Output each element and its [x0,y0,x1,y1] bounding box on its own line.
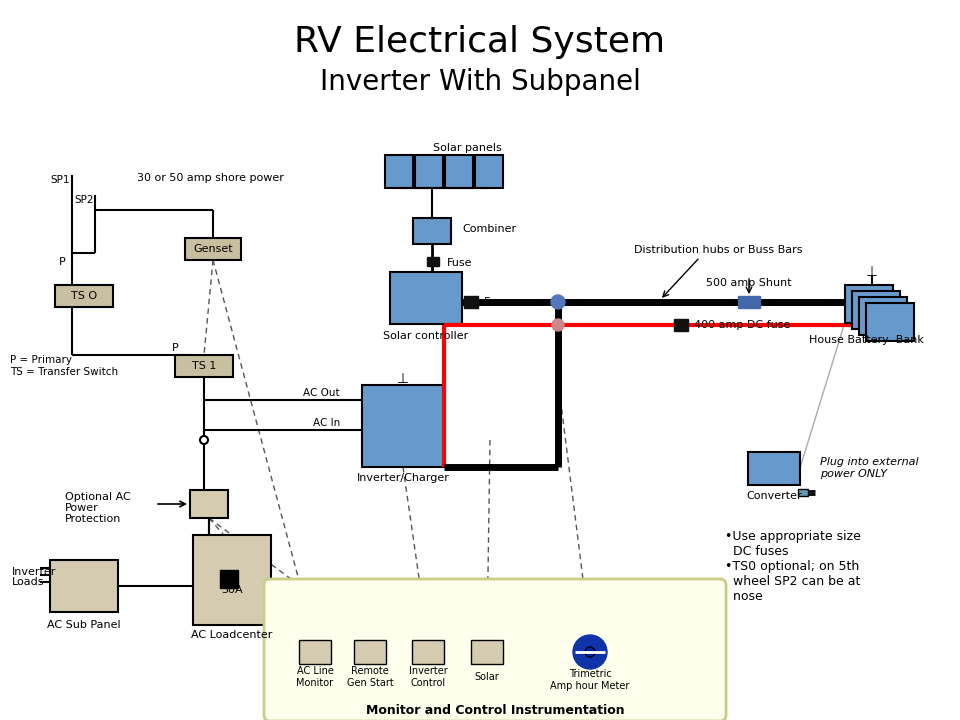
Bar [859,297,907,335]
Text: P: P [59,257,65,267]
Text: power ONLY: power ONLY [820,469,887,479]
Text: TS O: TS O [71,291,97,301]
Bar [362,385,444,467]
Text: SP1: SP1 [50,175,70,185]
Bar [475,155,503,188]
Circle shape [551,295,565,309]
Bar [390,272,462,324]
Text: TS = Transfer Switch: TS = Transfer Switch [10,367,118,377]
Text: 30A: 30A [221,585,243,595]
Bar [354,640,386,664]
Text: AC In: AC In [313,418,340,428]
Bar [427,257,439,266]
Text: ⊥: ⊥ [866,265,878,279]
Circle shape [552,319,564,331]
Bar [185,238,241,260]
Text: Inverter With Subpanel: Inverter With Subpanel [320,68,640,96]
Text: Optional AC: Optional AC [65,492,131,502]
Bar [50,560,118,612]
Text: Inverter
Control: Inverter Control [409,666,447,688]
Text: Inverter: Inverter [12,567,57,577]
Text: TS 1: TS 1 [192,361,216,371]
Text: Protection: Protection [65,514,121,524]
Text: Trimetric
Amp hour Meter: Trimetric Amp hour Meter [550,669,630,690]
Circle shape [585,647,595,657]
Bar [464,296,478,308]
Bar [866,303,914,341]
Text: AC Loadcenter: AC Loadcenter [191,630,273,640]
Text: Converter: Converter [746,491,802,501]
Bar [193,535,271,625]
Text: 500 amp Shunt: 500 amp Shunt [707,278,792,288]
Bar [445,155,473,188]
Bar [674,319,688,331]
Text: Fuse: Fuse [484,297,510,307]
Text: Remote
Gen Start: Remote Gen Start [347,666,394,688]
Text: AC Out: AC Out [303,388,340,398]
Bar [471,640,503,664]
Text: Power: Power [65,503,99,513]
Bar [738,296,760,308]
Text: Inverter/Charger: Inverter/Charger [356,473,449,483]
Bar [220,570,238,588]
Text: 400 amp DC fuse: 400 amp DC fuse [694,320,790,330]
Bar [845,285,893,323]
Bar [798,489,808,496]
Bar [412,640,444,664]
Text: Distribution hubs or Buss Bars: Distribution hubs or Buss Bars [634,245,803,255]
FancyBboxPatch shape [264,579,726,720]
Text: AC Line
Monitor: AC Line Monitor [297,666,333,688]
Text: Combiner: Combiner [462,224,516,234]
Bar [385,155,413,188]
Text: P: P [172,343,179,353]
Text: Solar: Solar [474,672,499,682]
Bar [55,285,113,307]
Text: Fuse: Fuse [447,258,472,268]
Text: P = Primary: P = Primary [10,355,72,365]
Text: Solar panels: Solar panels [433,143,501,153]
Text: Solar controller: Solar controller [383,331,468,341]
Text: Plug into external: Plug into external [820,457,919,467]
Text: ⊥: ⊥ [396,372,409,386]
Text: Monitor and Control Instrumentation: Monitor and Control Instrumentation [366,703,624,716]
Bar [748,452,800,485]
Text: SP2: SP2 [74,195,94,205]
Circle shape [573,635,607,669]
Text: House Battery  Bank: House Battery Bank [808,335,924,345]
Text: RV Electrical System: RV Electrical System [295,25,665,59]
Bar [190,490,228,518]
Circle shape [200,436,208,444]
Text: Genset: Genset [193,244,233,254]
Bar [175,355,233,377]
Text: AC Sub Panel: AC Sub Panel [47,620,121,630]
Text: 30 or 50 amp shore power: 30 or 50 amp shore power [136,173,283,183]
Bar [852,291,900,329]
Text: Loads: Loads [12,577,44,587]
Bar [299,640,331,664]
Bar [413,218,451,244]
Text: •Use appropriate size
  DC fuses
•TS0 optional; on 5th
  wheel SP2 can be at
  n: •Use appropriate size DC fuses •TS0 opti… [725,530,861,603]
Bar [415,155,443,188]
